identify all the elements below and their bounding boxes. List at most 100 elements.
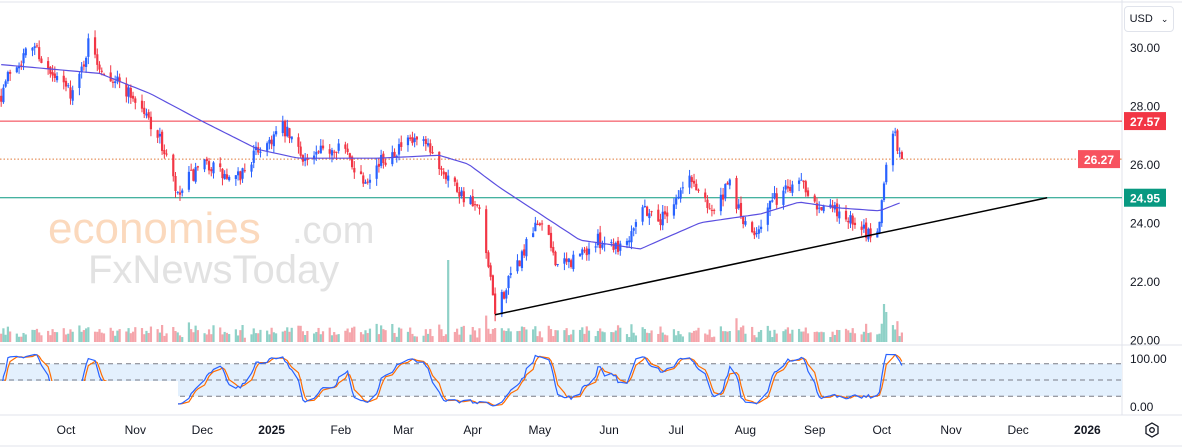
volume-bar — [603, 332, 606, 342]
candle-body — [288, 128, 291, 139]
candle-body — [768, 200, 772, 210]
volume-bar — [800, 331, 803, 342]
currency-selector[interactable]: USD ⌄ — [1124, 6, 1174, 32]
candle-body — [478, 207, 481, 209]
candle-body — [697, 189, 700, 191]
volume-bar — [156, 329, 159, 342]
volume-bar — [865, 323, 868, 342]
candle-body — [241, 168, 244, 179]
candle-body — [67, 85, 70, 87]
volume-bar — [869, 332, 872, 342]
volume-bar — [71, 331, 74, 342]
volume-bar — [181, 337, 184, 342]
candle-body — [228, 176, 231, 181]
resistance-label: 27.57 — [1130, 115, 1160, 129]
volume-bar — [610, 332, 613, 342]
candle-body — [491, 275, 494, 296]
time-axis[interactable]: Oct Nov Dec 2025 Feb Mar Apr May Jun Jul Aug Sep Oct… — [57, 423, 1101, 437]
candle-body — [109, 72, 112, 82]
candle-body — [350, 156, 354, 168]
settings-icon[interactable] — [1145, 422, 1159, 438]
candle-body — [53, 73, 56, 78]
volume-bar — [174, 331, 177, 342]
candle-body — [96, 54, 99, 65]
volume-bar — [737, 330, 740, 342]
candle-body — [47, 61, 50, 69]
volume-bar — [125, 331, 128, 342]
candle-body — [634, 222, 638, 227]
volume-bar — [382, 329, 385, 342]
volume-bar — [33, 330, 36, 342]
candle-body — [24, 48, 27, 56]
candle-body — [380, 154, 383, 166]
candle-body — [98, 64, 101, 70]
volume-bar — [315, 331, 318, 342]
candle-body — [234, 175, 237, 180]
volume-bar — [704, 333, 707, 342]
volume-bar — [755, 337, 758, 342]
volume-bar — [491, 329, 494, 342]
candle-body — [677, 196, 680, 199]
volume-bar — [140, 328, 144, 342]
price-axis[interactable]: 30.00 28.00 26.00 24.00 22.00 20.00 100.00 0.00 — [1130, 41, 1167, 414]
candle-body — [885, 164, 888, 183]
volume-bar — [831, 331, 834, 342]
candle-body — [704, 192, 707, 199]
volume-bar — [234, 329, 237, 342]
candle-body — [290, 136, 293, 140]
candle-body — [800, 179, 803, 181]
volume-bar — [628, 337, 631, 342]
volume-bar — [771, 337, 774, 342]
candle-body — [174, 176, 177, 191]
candle-body — [17, 66, 21, 69]
volume-bar — [650, 330, 653, 342]
horizontal-lines[interactable] — [0, 120, 1122, 199]
volume-bar — [409, 327, 412, 342]
candle-body — [666, 212, 669, 217]
volume-bar — [391, 323, 394, 342]
volume-bar — [393, 332, 396, 342]
candle-body — [896, 130, 899, 152]
candle-body — [453, 177, 456, 182]
candle-body — [724, 184, 727, 199]
candle-body — [252, 150, 255, 163]
volume-bar — [344, 330, 347, 342]
candle-body — [619, 243, 622, 251]
time-tick: Oct — [872, 423, 891, 437]
candle-body — [538, 223, 541, 226]
volume-bar — [196, 330, 199, 342]
candle-body — [315, 151, 318, 155]
volume-bar — [286, 327, 289, 342]
candle-body — [594, 246, 597, 248]
candle-body — [782, 190, 785, 205]
volume-bar — [657, 333, 660, 342]
candle-body — [849, 215, 852, 224]
volume-bar — [306, 330, 309, 342]
candle-body — [681, 187, 684, 189]
volume-bar — [721, 331, 725, 342]
last-price-label-bg — [1078, 150, 1120, 169]
candle-body — [397, 144, 401, 155]
candle-body — [362, 175, 365, 184]
volume-bar — [4, 334, 7, 342]
volume-bar — [350, 327, 354, 342]
volume-bar — [829, 337, 832, 342]
candle-body — [22, 53, 25, 64]
candle-body — [69, 87, 72, 99]
candle-body — [143, 107, 146, 115]
candle-body — [93, 37, 97, 55]
trendline[interactable] — [494, 196, 1048, 316]
candle-body — [78, 73, 81, 89]
candle-body — [328, 149, 331, 154]
volume-bar — [619, 327, 622, 342]
volume-bar — [549, 329, 553, 342]
volume-bar — [554, 330, 557, 342]
candle-body — [721, 194, 725, 200]
volume-bar — [885, 312, 888, 342]
volume-bar — [663, 334, 667, 342]
volume-bar — [346, 328, 349, 342]
candle-body — [628, 240, 631, 243]
candle-body — [813, 195, 816, 202]
volume-bar — [147, 332, 150, 342]
